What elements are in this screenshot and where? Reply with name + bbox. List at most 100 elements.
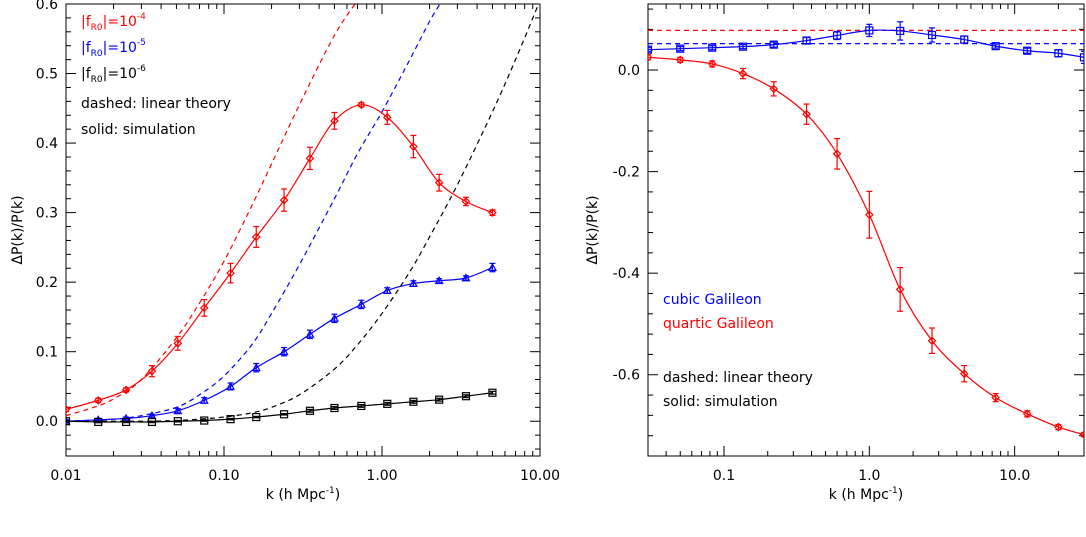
- data-point-square: [488, 388, 497, 397]
- data-point-triangle: [279, 346, 289, 356]
- left-tick-labels: 0.01 0.10 1.00 10.00 0.0 0.1 0.2 0.3 0.4 0.5 0.6: [36, 0, 560, 484]
- y-tick-label: -0.4: [613, 266, 640, 282]
- legend-note-solid: solid: simulation: [81, 122, 196, 138]
- data-point-diamond: [461, 197, 471, 206]
- left-x-axis-label: k (h Mpc-1): [266, 486, 340, 503]
- left-plot-frame: [65, 3, 541, 457]
- data-point-square: [357, 401, 366, 411]
- data-point-diamond: [305, 154, 315, 163]
- data-point-diamond: [226, 268, 235, 278]
- data-point-diamond: [93, 396, 103, 405]
- data-point-square: [708, 43, 717, 52]
- data-point-triangle: [173, 406, 183, 415]
- y-tick-label: 0.3: [36, 206, 58, 222]
- data-point-square: [676, 44, 685, 53]
- data-point-triangle: [226, 381, 236, 390]
- data-point-square: [991, 42, 1000, 51]
- y-tick-label: 0.2: [36, 275, 58, 291]
- simulation-line: [66, 104, 493, 410]
- right-markers: [648, 21, 1084, 440]
- legend-entry-fr0-4: |fR0|=10-4: [81, 12, 146, 33]
- data-point-diamond: [121, 385, 131, 395]
- data-point-diamond: [173, 338, 183, 348]
- data-point-diamond: [738, 69, 748, 78]
- x-tick-label: 0.01: [50, 468, 81, 484]
- data-point-square: [927, 30, 937, 40]
- data-point-square: [330, 403, 339, 413]
- y-tick-label: -0.2: [613, 165, 640, 181]
- data-point-diamond: [382, 112, 392, 122]
- data-point-diamond: [409, 142, 418, 151]
- data-point-diamond: [66, 405, 71, 414]
- data-point-triangle: [487, 262, 497, 271]
- data-point-diamond: [330, 116, 339, 126]
- data-point-triangle: [382, 285, 392, 294]
- left-simulation-lines: [66, 104, 493, 423]
- data-point-square: [865, 26, 874, 35]
- data-point-square: [648, 45, 653, 54]
- data-point-diamond: [279, 195, 289, 205]
- left-panel: 0.01 0.10 1.00 10.00 0.0 0.1 0.2 0.3 0.4 0.5 0.6 k…: [10, 0, 560, 503]
- y-tick-label: 0.4: [36, 136, 58, 152]
- y-tick-label: 0.1: [36, 345, 58, 361]
- data-point-diamond: [147, 366, 157, 376]
- data-point-square: [1023, 46, 1032, 55]
- data-point-diamond: [959, 369, 969, 379]
- left-linear-theory-lines: [66, 4, 540, 422]
- right-legend: cubic Galileon quartic Galileon dashed: …: [663, 292, 813, 410]
- data-point-square: [94, 417, 103, 427]
- simulation-line: [66, 266, 493, 422]
- data-point-triangle: [251, 362, 261, 372]
- data-point-diamond: [895, 285, 905, 294]
- x-tick-label: 1.0: [858, 468, 880, 484]
- legend-entry-cubic-galileon: cubic Galileon: [663, 292, 762, 308]
- data-point-square: [121, 417, 131, 427]
- right-plot-frame: [647, 3, 1085, 457]
- legend-entry-quartic-galileon: quartic Galileon: [663, 316, 774, 332]
- linear-theory-line: [66, 4, 540, 422]
- x-tick-label: 1.00: [366, 468, 397, 484]
- legend-entry-fr0-5: |fR0|=10-5: [81, 38, 146, 59]
- data-point-diamond: [769, 84, 779, 94]
- data-point-square: [960, 35, 969, 44]
- data-point-diamond: [199, 303, 209, 313]
- data-point-triangle: [199, 395, 209, 404]
- y-tick-label: 0.5: [36, 67, 58, 83]
- y-tick-label: 0.0: [36, 414, 58, 430]
- data-point-square: [769, 40, 778, 49]
- left-markers: [66, 100, 497, 427]
- data-point-square: [832, 31, 842, 40]
- data-point-triangle: [329, 313, 339, 322]
- data-point-square: [66, 417, 71, 426]
- data-point-square: [173, 417, 182, 426]
- data-point-square: [435, 395, 444, 404]
- data-point-square: [147, 417, 157, 427]
- x-tick-label: 10.00: [520, 468, 560, 484]
- y-tick-label: -0.6: [613, 368, 640, 384]
- data-point-square: [409, 397, 418, 406]
- legend-note-dashed: dashed: linear theory: [81, 96, 231, 112]
- right-panel: 0.1 1.0 10.0 0.0 -0.2 -0.4 -0.6 k (h Mpc-1) ΔP…: [585, 3, 1085, 503]
- data-point-diamond: [991, 393, 1001, 402]
- data-point-diamond: [675, 55, 685, 65]
- x-tick-label: 0.10: [208, 468, 239, 484]
- y-tick-label: 0.6: [36, 0, 58, 13]
- data-point-square: [738, 42, 748, 51]
- data-point-triangle: [356, 299, 366, 308]
- data-point-diamond: [1079, 430, 1084, 440]
- data-point-diamond: [1054, 422, 1063, 432]
- right-tick-labels: 0.1 1.0 10.0 0.0 -0.2 -0.4 -0.6: [613, 63, 1031, 484]
- data-point-square: [1079, 53, 1084, 62]
- data-point-diamond: [434, 178, 444, 188]
- left-ticks: [65, 3, 541, 456]
- data-point-square: [383, 399, 392, 408]
- left-legend: |fR0|=10-4 |fR0|=10-5 |fR0|=10-6 dashed:…: [81, 12, 231, 138]
- data-point-triangle: [408, 278, 418, 287]
- data-point-square: [305, 406, 315, 415]
- legend-entry-fr0-6: |fR0|=10-6: [81, 64, 146, 85]
- data-point-square: [200, 416, 209, 425]
- data-point-triangle: [305, 329, 315, 338]
- x-tick-label: 0.1: [713, 468, 735, 484]
- data-point-diamond: [1022, 409, 1032, 419]
